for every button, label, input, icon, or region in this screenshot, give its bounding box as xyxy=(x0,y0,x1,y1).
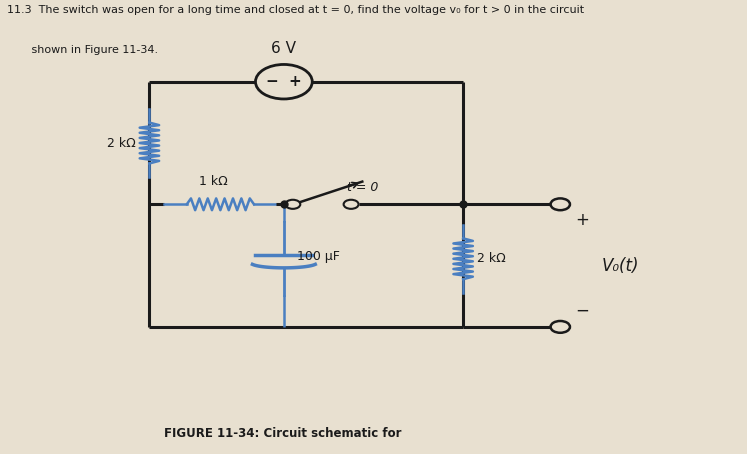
Text: V₀(t): V₀(t) xyxy=(601,257,639,275)
Circle shape xyxy=(551,321,570,333)
Text: FIGURE 11-34: Circuit schematic for: FIGURE 11-34: Circuit schematic for xyxy=(164,427,402,440)
Text: shown in Figure 11-34.: shown in Figure 11-34. xyxy=(7,45,158,55)
Text: +: + xyxy=(288,74,301,89)
Circle shape xyxy=(344,200,359,209)
Text: 11.3  The switch was open for a long time and closed at t = 0, find the voltage : 11.3 The switch was open for a long time… xyxy=(7,5,585,15)
Text: 100 µF: 100 µF xyxy=(297,250,340,263)
Text: 1 kΩ: 1 kΩ xyxy=(199,175,227,188)
Text: −: − xyxy=(265,74,279,89)
Circle shape xyxy=(285,200,300,209)
Text: 2 kΩ: 2 kΩ xyxy=(108,137,136,149)
Circle shape xyxy=(551,198,570,210)
Text: −: − xyxy=(575,302,589,320)
Text: 6 V: 6 V xyxy=(271,41,297,56)
Text: t = 0: t = 0 xyxy=(347,181,379,194)
Text: +: + xyxy=(575,211,589,229)
Text: 2 kΩ: 2 kΩ xyxy=(477,252,505,265)
